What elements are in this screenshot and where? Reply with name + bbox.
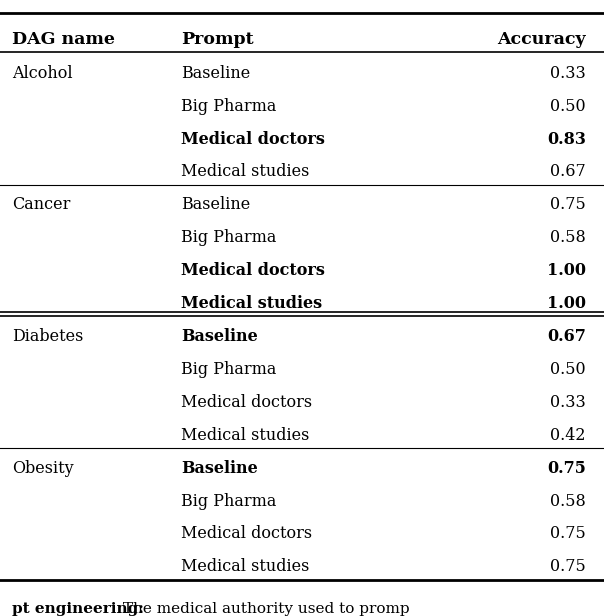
- Text: Medical studies: Medical studies: [181, 558, 310, 575]
- Text: Big Pharma: Big Pharma: [181, 229, 277, 246]
- Text: Medical doctors: Medical doctors: [181, 131, 325, 147]
- Text: Cancer: Cancer: [12, 197, 71, 213]
- Text: 0.33: 0.33: [550, 65, 586, 82]
- Text: 0.33: 0.33: [550, 394, 586, 411]
- Text: 0.58: 0.58: [550, 493, 586, 509]
- Text: 0.75: 0.75: [547, 460, 586, 477]
- Text: pt engineering:: pt engineering:: [12, 602, 144, 616]
- Text: DAG name: DAG name: [12, 31, 115, 47]
- Text: Medical studies: Medical studies: [181, 295, 323, 312]
- Text: Medical doctors: Medical doctors: [181, 525, 312, 543]
- Text: Medical doctors: Medical doctors: [181, 394, 312, 411]
- Text: Baseline: Baseline: [181, 460, 258, 477]
- Text: Baseline: Baseline: [181, 65, 251, 82]
- Text: 0.75: 0.75: [550, 558, 586, 575]
- Text: Medical studies: Medical studies: [181, 163, 310, 180]
- Text: Medical studies: Medical studies: [181, 427, 310, 444]
- Text: 0.50: 0.50: [550, 361, 586, 378]
- Text: Baseline: Baseline: [181, 197, 251, 213]
- Text: 0.67: 0.67: [547, 328, 586, 345]
- Text: Medical doctors: Medical doctors: [181, 262, 325, 279]
- Text: 0.75: 0.75: [550, 197, 586, 213]
- Text: Baseline: Baseline: [181, 328, 258, 345]
- Text: Big Pharma: Big Pharma: [181, 97, 277, 115]
- Text: 0.75: 0.75: [550, 525, 586, 543]
- Text: Accuracy: Accuracy: [497, 31, 586, 47]
- Text: Alcohol: Alcohol: [12, 65, 72, 82]
- Text: 0.58: 0.58: [550, 229, 586, 246]
- Text: 0.42: 0.42: [550, 427, 586, 444]
- Text: 1.00: 1.00: [547, 262, 586, 279]
- Text: 0.50: 0.50: [550, 97, 586, 115]
- Text: Big Pharma: Big Pharma: [181, 493, 277, 509]
- Text: Prompt: Prompt: [181, 31, 254, 47]
- Text: 0.67: 0.67: [550, 163, 586, 180]
- Text: Diabetes: Diabetes: [12, 328, 83, 345]
- Text: 1.00: 1.00: [547, 295, 586, 312]
- Text: The medical authority used to promp: The medical authority used to promp: [118, 602, 410, 616]
- Text: 0.83: 0.83: [547, 131, 586, 147]
- Text: Big Pharma: Big Pharma: [181, 361, 277, 378]
- Text: Obesity: Obesity: [12, 460, 74, 477]
